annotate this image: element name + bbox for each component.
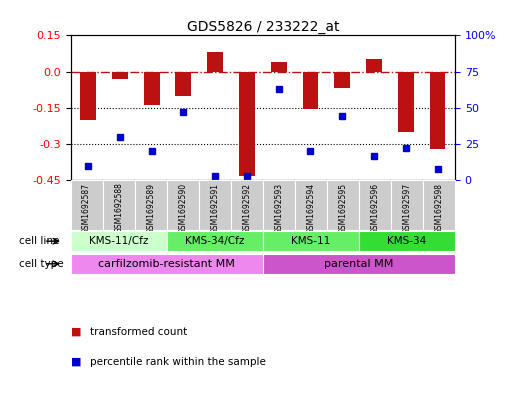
Text: percentile rank within the sample: percentile rank within the sample [90, 356, 266, 367]
Bar [366, 59, 382, 72]
Bar [359, 180, 391, 230]
Text: transformed count: transformed count [90, 327, 188, 337]
Text: GSM1692592: GSM1692592 [242, 183, 251, 233]
Text: ■: ■ [71, 356, 81, 367]
Bar [429, 72, 446, 149]
Bar [199, 180, 231, 230]
Text: GSM1692596: GSM1692596 [370, 183, 379, 234]
Text: GSM1692590: GSM1692590 [178, 183, 187, 234]
Text: GSM1692595: GSM1692595 [338, 183, 347, 234]
Text: GSM1692587: GSM1692587 [82, 183, 91, 233]
Bar [231, 180, 263, 230]
Bar [334, 72, 350, 88]
Bar [359, 231, 455, 252]
Text: KMS-34/Cfz: KMS-34/Cfz [185, 236, 244, 246]
Bar [263, 231, 359, 252]
Bar [71, 180, 103, 230]
Bar [263, 180, 295, 230]
Text: KMS-11/Cfz: KMS-11/Cfz [89, 236, 149, 246]
Bar [302, 72, 319, 109]
Bar [144, 72, 160, 105]
Bar [175, 72, 191, 95]
Bar [167, 231, 263, 252]
Bar [271, 62, 287, 72]
Bar [327, 180, 359, 230]
Text: carfilzomib-resistant MM: carfilzomib-resistant MM [98, 259, 235, 269]
Bar [71, 231, 167, 252]
Text: GSM1692588: GSM1692588 [114, 183, 123, 233]
Text: KMS-34: KMS-34 [388, 236, 427, 246]
Bar [135, 180, 167, 230]
Bar [423, 180, 455, 230]
Bar [239, 72, 255, 176]
Text: cell type: cell type [19, 259, 63, 269]
Text: cell line: cell line [19, 236, 59, 246]
Text: GSM1692597: GSM1692597 [403, 183, 412, 234]
Text: GSM1692593: GSM1692593 [275, 183, 283, 234]
Bar [71, 253, 263, 274]
Bar [207, 52, 223, 72]
Bar [80, 72, 96, 120]
Bar [398, 72, 414, 132]
Bar [167, 180, 199, 230]
Bar [391, 180, 423, 230]
Bar [295, 180, 327, 230]
Bar [263, 253, 455, 274]
Bar [103, 180, 135, 230]
Text: KMS-11: KMS-11 [291, 236, 331, 246]
Text: GSM1692594: GSM1692594 [306, 183, 315, 234]
Title: GDS5826 / 233222_at: GDS5826 / 233222_at [187, 20, 339, 34]
Text: ■: ■ [71, 327, 81, 337]
Bar [112, 72, 128, 79]
Text: GSM1692591: GSM1692591 [210, 183, 219, 233]
Text: GSM1692589: GSM1692589 [146, 183, 155, 233]
Text: GSM1692598: GSM1692598 [435, 183, 444, 233]
Text: parental MM: parental MM [324, 259, 394, 269]
